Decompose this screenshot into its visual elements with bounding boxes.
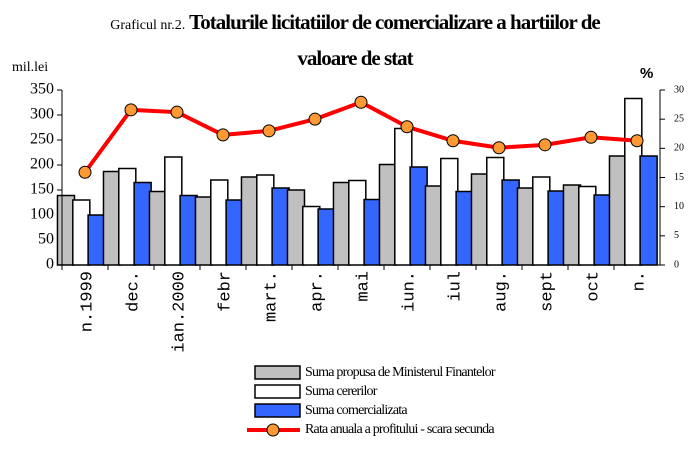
x-tick-label: aug. <box>492 271 511 312</box>
y-tick-label: 100 <box>30 206 54 223</box>
bar <box>317 208 336 266</box>
bar <box>639 155 658 266</box>
x-tick-label: dec. <box>124 271 143 312</box>
line-marker <box>262 124 276 138</box>
x-tick-label: sept <box>538 271 557 312</box>
bar <box>271 187 290 266</box>
legend-marker <box>266 423 280 437</box>
line-marker <box>124 103 138 117</box>
bar <box>608 155 628 266</box>
bar <box>210 179 229 266</box>
bar <box>547 190 566 266</box>
bar <box>133 181 152 266</box>
bar <box>72 199 91 266</box>
bar <box>56 194 76 266</box>
bar <box>87 214 106 266</box>
x-tick-label: febr <box>216 271 235 312</box>
y-tick-label: 200 <box>30 156 54 173</box>
bar <box>532 176 551 266</box>
legend-label: Suma comercializata <box>305 403 408 418</box>
legend-swatch <box>254 403 301 418</box>
bar <box>378 163 398 266</box>
y-tick-label: 350 <box>30 81 54 98</box>
y2-tick-label: 5 <box>674 230 679 241</box>
x-tick-label: n.1999 <box>78 271 97 332</box>
x-tick-label: iun. <box>400 271 419 312</box>
line-marker <box>78 165 92 179</box>
bar <box>424 185 444 266</box>
line-marker <box>308 112 322 126</box>
bar <box>332 181 352 266</box>
title-block: Graficul nr.2. Totalurile licitatiilor d… <box>90 6 620 74</box>
x-tick-label: apr. <box>308 271 327 312</box>
legend-swatch <box>254 365 301 380</box>
bar <box>164 156 183 266</box>
line-marker <box>446 134 460 148</box>
bar <box>394 127 413 266</box>
bar <box>179 194 198 266</box>
legend-label: Rata anuala a profitului - scara secunda <box>305 422 495 437</box>
bar <box>256 174 275 266</box>
legend-label: Suma cererilor <box>305 384 378 399</box>
bar <box>593 194 612 266</box>
bar <box>486 156 505 266</box>
y2-tick-label: 25 <box>674 113 684 124</box>
bar <box>624 97 643 266</box>
y2-tick-label: 0 <box>674 259 679 270</box>
bar <box>501 179 520 266</box>
y2-tick-label: 10 <box>674 201 684 212</box>
y2-tick-label: 20 <box>674 143 684 154</box>
line-marker <box>400 120 414 134</box>
line-marker <box>492 141 506 155</box>
line-marker <box>216 128 230 142</box>
bar <box>516 187 536 266</box>
y-axis-label: mil.lei <box>12 60 48 75</box>
bar <box>118 167 137 266</box>
y-tick-label: 300 <box>30 106 54 123</box>
bar <box>225 199 244 266</box>
line-marker <box>538 138 552 152</box>
y2-tick-label: 30 <box>674 84 684 95</box>
bar <box>363 198 382 266</box>
x-tick-label: ian.2000 <box>170 271 189 353</box>
line-marker <box>584 130 598 144</box>
x-tick-label: n. <box>630 271 649 291</box>
line-marker <box>170 105 184 119</box>
bar <box>440 157 459 266</box>
y-tick-label: 150 <box>30 181 54 198</box>
bar <box>302 205 321 266</box>
legend-label: Suma propusa de Ministerul Finantelor <box>305 365 496 380</box>
x-tick-label: mai <box>354 271 373 302</box>
bar <box>194 196 214 266</box>
bar <box>348 179 367 266</box>
bar <box>409 166 428 266</box>
bar <box>578 185 597 266</box>
y-tick-label: 250 <box>30 131 54 148</box>
bar <box>240 176 260 266</box>
y2-axis-label: % <box>640 65 653 82</box>
bar <box>562 184 582 266</box>
line-marker <box>630 134 644 148</box>
bar <box>470 173 490 266</box>
legend-swatch <box>254 384 301 399</box>
x-tick-label: oct <box>584 271 603 302</box>
y-tick-label: 0 <box>46 256 54 273</box>
bar <box>102 170 122 266</box>
bar <box>148 190 168 266</box>
chart-number: Graficul nr.2. <box>110 18 186 33</box>
x-tick-label: mart. <box>262 271 281 322</box>
bar <box>455 190 474 266</box>
x-tick-label: iul <box>446 271 465 302</box>
line-marker <box>354 95 368 109</box>
y-tick-label: 50 <box>38 231 54 248</box>
y2-tick-label: 15 <box>674 172 684 183</box>
chart-title: Totalurile licitatiilor de comercializar… <box>189 10 601 70</box>
bar <box>286 189 306 266</box>
